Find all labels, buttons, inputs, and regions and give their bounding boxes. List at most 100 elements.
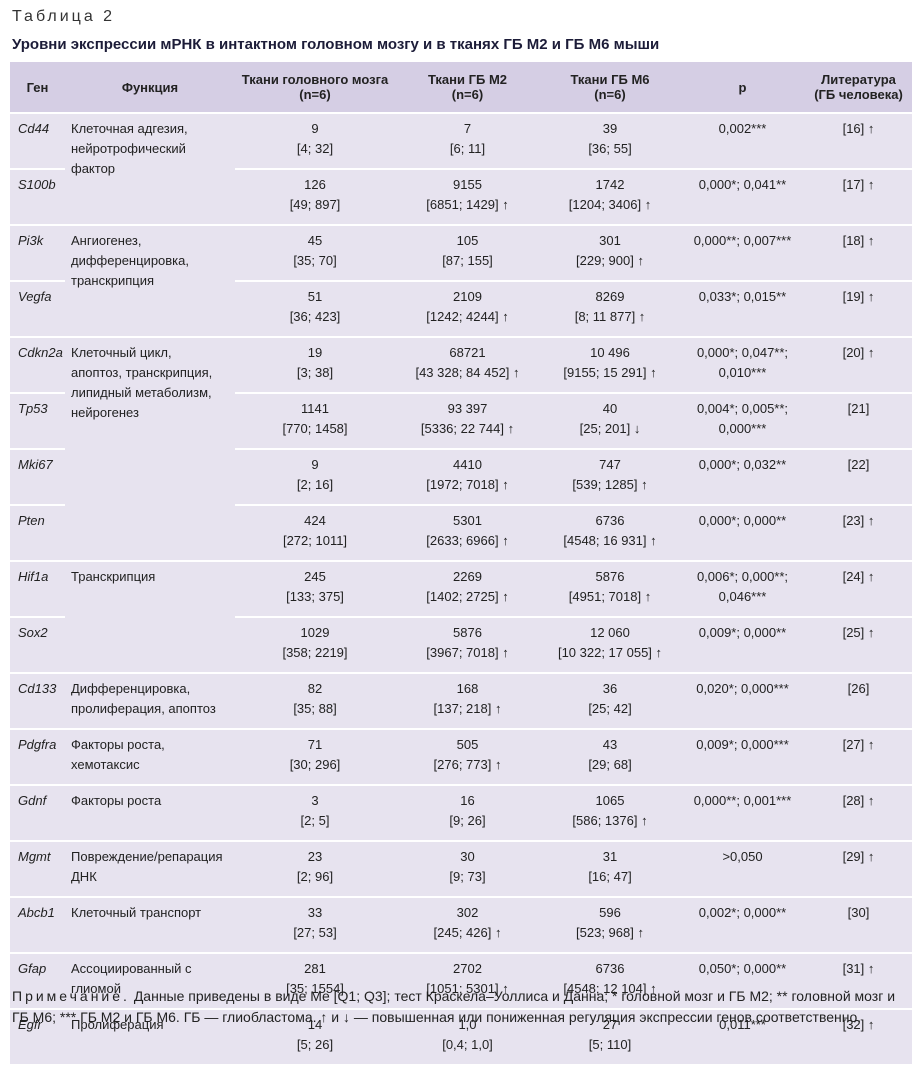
m6-line: [539; 1285] ↑ xyxy=(572,477,648,492)
m6-cell: 747 [539; 1285] ↑ xyxy=(540,449,680,506)
m2-line: [5336; 22 744] ↑ xyxy=(420,421,515,436)
brain-cell: 23 [2; 96] xyxy=(235,841,395,898)
m2-line: [1242; 4244] ↑ xyxy=(426,309,509,324)
brain-line: 33 xyxy=(307,905,323,920)
header-line: Литература xyxy=(821,72,896,87)
brain-cell: 245 [133; 375] xyxy=(235,561,395,618)
brain-line: [30; 296] xyxy=(289,757,341,772)
p-cell: 0,020*; 0,000*** xyxy=(680,673,805,730)
note-text: Данные приведены в виде Me [Q1; Q3]; тес… xyxy=(12,988,896,1025)
m6-line: [5; 110] xyxy=(588,1037,632,1052)
brain-cell: 281 [35; 1554] xyxy=(235,953,395,1010)
header-line: Ген xyxy=(26,79,49,95)
gene: Gdnf xyxy=(10,785,65,842)
m6-line: [8; 11 877] ↑ xyxy=(574,309,646,324)
brain-line: [4; 32] xyxy=(296,141,334,156)
m6-cell: 27 [5; 110] xyxy=(540,1009,680,1066)
p-line: 0,033*; 0,015** xyxy=(698,289,787,304)
header-line: (n=6) xyxy=(451,87,484,102)
m2-line: 30 xyxy=(460,849,475,864)
table-row: Pi3k Ангиогенез, дифференцировка, транскрип… xyxy=(10,225,912,338)
table-body: Cd44 Клеточная адгезия, нейротрофический фа… xyxy=(10,113,912,1066)
p-line: >0,050 xyxy=(722,849,763,864)
gene: Tp53 xyxy=(10,393,65,450)
m6-line: 1065 xyxy=(595,793,625,808)
data-table: Ген Функция Ткани головного мозга (n=6) Ткан… xyxy=(10,62,912,1066)
m2-line: 2702 xyxy=(453,961,482,976)
table-row: S100b 126 [49; 897] 9155 [6851; 1429] ↑ 1742 [… xyxy=(10,169,912,226)
m6-line: 43 xyxy=(602,737,618,752)
function-line: Пролиферация xyxy=(71,1017,164,1032)
m6-line: [229; 900] ↑ xyxy=(576,253,644,268)
p-line: 0,000**; 0,001*** xyxy=(693,793,792,808)
brain-cell: 51 [36; 423] xyxy=(235,281,395,338)
m2-line: [3967; 7018] ↑ xyxy=(426,645,509,660)
m2-cell: 93 397 [5336; 22 744] ↑ xyxy=(395,393,540,450)
function-line: дифференцировка, xyxy=(71,253,189,268)
m6-cell: 301 [229; 900] ↑ xyxy=(540,225,680,282)
brain-line: 45 xyxy=(307,233,323,248)
literature: [32] ↑ xyxy=(805,1009,912,1066)
p-cell: 0,000**; 0,001*** xyxy=(680,785,805,842)
brain-line: 1141 xyxy=(301,401,329,416)
p-line: 0,000*** xyxy=(718,421,767,436)
brain-line: [2; 96] xyxy=(296,869,334,884)
brain-line: [36; 423] xyxy=(289,309,341,324)
m2-cell: 7 [6; 11] xyxy=(395,113,540,170)
p-line: 0,002*** xyxy=(718,121,767,136)
brain-cell: 33 [27; 53] xyxy=(235,897,395,954)
m6-line: 596 xyxy=(599,905,621,920)
header-line: Ткани головного мозга xyxy=(241,72,389,87)
brain-line: 126 xyxy=(304,177,326,192)
column-header: Ген xyxy=(10,62,65,114)
function: Факторы роста, хемотаксис xyxy=(65,729,235,786)
m6-line: 1742 xyxy=(595,177,625,192)
table-label: Таблица 2 xyxy=(12,8,116,25)
brain-line: [2; 16] xyxy=(296,477,334,492)
m2-line: [9; 73] xyxy=(449,869,486,884)
gene: S100b xyxy=(10,169,65,226)
m2-line: [245; 426] ↑ xyxy=(433,925,502,940)
function-line: ДНК xyxy=(71,869,97,884)
m2-line: 2109 xyxy=(453,289,482,304)
p-cell: 0,002*** xyxy=(680,113,805,170)
m2-cell: 105 [87; 155] xyxy=(395,225,540,282)
column-header: Ткани ГБ М6 (n=6) xyxy=(540,62,680,114)
m6-line: 6736 xyxy=(595,961,625,976)
m2-line: 16 xyxy=(460,793,475,808)
m2-cell: 2702 [1051; 5301] ↑ xyxy=(395,953,540,1010)
p-line: 0,002*; 0,000** xyxy=(698,905,787,920)
m6-line: [10 322; 17 055] ↑ xyxy=(557,645,663,660)
m2-cell: 168 [137; 218] ↑ xyxy=(395,673,540,730)
m2-line: 168 xyxy=(456,681,479,696)
brain-line: [5; 26] xyxy=(296,1037,334,1052)
table-row: Pdgfra Факторы роста, хемотаксис 71 [30; 296… xyxy=(10,729,912,786)
m2-line: [43 328; 84 452] ↑ xyxy=(415,365,520,380)
brain-line: [35; 88] xyxy=(293,701,337,716)
m6-line: [586; 1376] ↑ xyxy=(572,813,648,828)
brain-cell: 19 [3; 38] xyxy=(235,337,395,394)
function: Ангиогенез, дифференцировка, транскрипция xyxy=(65,225,235,338)
brain-cell: 9 [4; 32] xyxy=(235,113,395,170)
function-line: Транскрипция xyxy=(71,569,156,584)
m6-line: 8269 xyxy=(595,289,625,304)
p-cell: 0,033*; 0,015** xyxy=(680,281,805,338)
function-line: Клеточная адгезия, xyxy=(71,121,188,136)
gene: Cd133 xyxy=(10,673,65,730)
m6-line: [4548; 12 104] ↑ xyxy=(563,981,657,996)
table-row: Vegfa 51 [36; 423] 2109 [1242; 4244] ↑ 8269 [8… xyxy=(10,281,912,338)
m6-line: [523; 968] ↑ xyxy=(576,925,644,940)
literature: [17] ↑ xyxy=(805,169,912,226)
m2-line: 302 xyxy=(456,905,479,920)
m6-line: [4951; 7018] ↑ xyxy=(568,589,652,604)
p-cell: 0,006*; 0,000**; 0,046*** xyxy=(680,561,805,618)
function: Дифференцировка, пролиферация, апоптоз xyxy=(65,673,235,730)
literature: [16] ↑ xyxy=(805,113,912,170)
m2-line: 68721 xyxy=(449,345,486,360)
p-line: 0,046*** xyxy=(718,589,767,604)
p-line: 0,004*; 0,005**; xyxy=(696,401,789,416)
table-title: Уровни экспрессии мРНК в интактном голов… xyxy=(12,36,660,53)
function-line: хемотаксис xyxy=(71,757,140,772)
m6-line: 10 496 xyxy=(590,345,630,360)
brain-line: 82 xyxy=(307,681,323,696)
